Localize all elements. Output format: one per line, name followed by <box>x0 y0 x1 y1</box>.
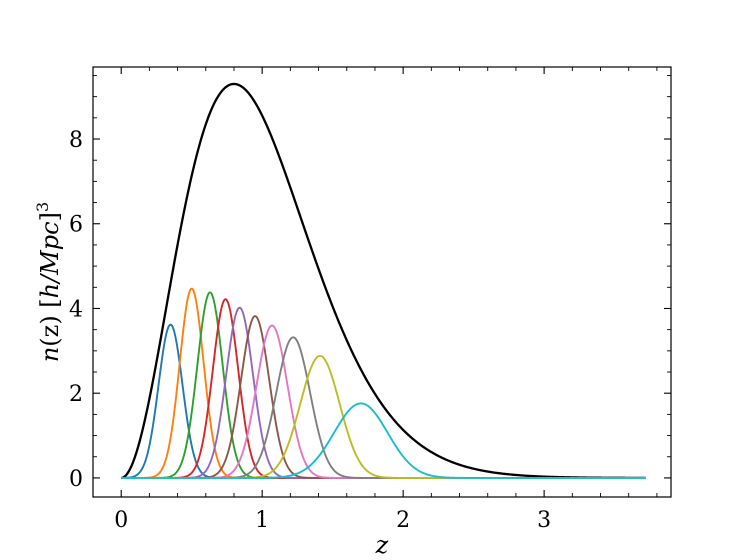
plot-frame <box>92 66 672 498</box>
x-tick-label: 2 <box>396 508 410 533</box>
series-line-9 <box>121 355 646 479</box>
x-tick-label: 3 <box>537 508 551 533</box>
y-axis-label: n(z) [h/Mpc]3 <box>33 202 64 362</box>
y-tick-label: 2 <box>69 382 83 407</box>
y-tick-label: 4 <box>69 297 83 322</box>
y-tick-label: 6 <box>69 213 83 238</box>
x-tick-label: 1 <box>255 508 269 533</box>
series-line-total <box>120 82 646 480</box>
x-axis-label: z <box>375 531 389 559</box>
y-tick-label: 0 <box>69 467 83 492</box>
plot-area <box>120 82 646 480</box>
x-tick-label: 0 <box>114 508 128 533</box>
axes: 0 1 2 3 0 2 4 6 8 <box>69 66 672 533</box>
series-line-2 <box>121 287 646 479</box>
series-line-10 <box>121 402 646 479</box>
y-tick-label: 8 <box>69 128 83 153</box>
